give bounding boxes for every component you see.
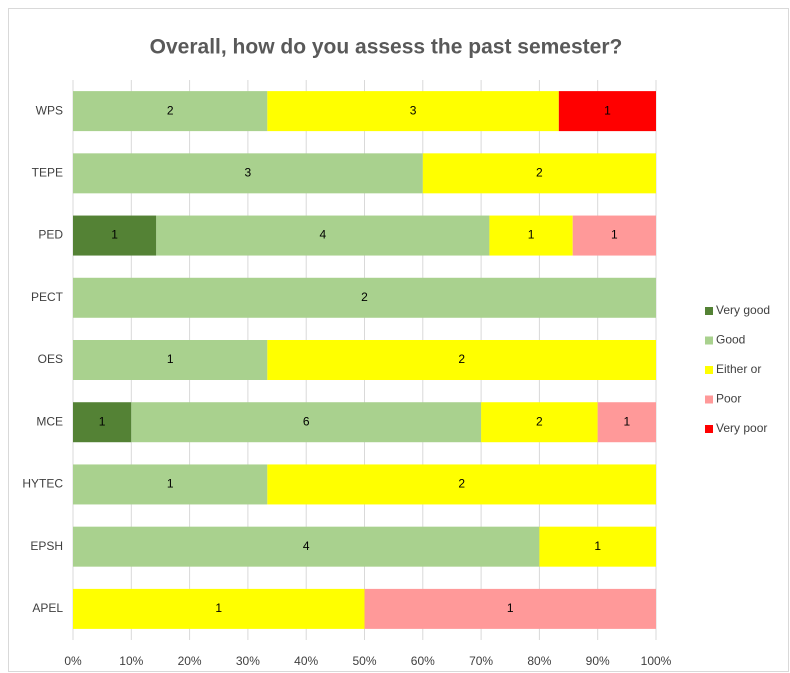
data-label: 2 xyxy=(536,414,543,428)
legend-swatch xyxy=(705,336,713,345)
x-tick-label: 60% xyxy=(411,654,435,668)
bar-segment xyxy=(73,215,157,256)
legend-swatch xyxy=(705,425,713,433)
bar-segment xyxy=(73,153,423,194)
data-label: 3 xyxy=(410,103,417,117)
data-label: 1 xyxy=(167,477,174,491)
y-tick-label: EPSH xyxy=(30,539,63,553)
legend-label: Poor xyxy=(716,392,741,406)
y-tick-label: MCE xyxy=(36,414,63,428)
x-tick-label: 10% xyxy=(119,654,143,668)
data-label: 1 xyxy=(111,228,118,242)
y-tick-label: WPS xyxy=(36,103,63,117)
legend-swatch xyxy=(705,395,713,404)
bar-segment xyxy=(267,91,559,132)
bar-segment xyxy=(597,402,656,443)
bar-segment xyxy=(131,402,482,443)
legend-label: Very poor xyxy=(716,421,767,435)
bar-segment xyxy=(267,340,656,380)
x-tick-label: 80% xyxy=(527,654,551,668)
bar-segment xyxy=(572,215,656,256)
y-tick-label: HYTEC xyxy=(22,477,63,491)
data-label: 6 xyxy=(303,414,310,428)
x-tick-label: 70% xyxy=(469,654,493,668)
bar-segment xyxy=(73,526,540,567)
data-label: 2 xyxy=(167,103,174,117)
data-label: 2 xyxy=(458,352,465,366)
x-tick-label: 40% xyxy=(294,654,318,668)
legend-label: Good xyxy=(716,333,745,347)
data-label: 1 xyxy=(215,601,222,615)
data-label: 1 xyxy=(604,103,611,117)
bar-segment xyxy=(539,526,656,567)
legend-label: Very good xyxy=(716,303,770,317)
bar-segment xyxy=(73,91,268,132)
bar-segment xyxy=(73,340,268,380)
bar-segment xyxy=(489,215,573,256)
x-tick-label: 30% xyxy=(236,654,260,668)
chart-title: Overall, how do you assess the past seme… xyxy=(150,36,623,59)
bar-segment xyxy=(73,464,268,505)
data-label: 1 xyxy=(167,352,174,366)
y-tick-label: PECT xyxy=(31,290,64,304)
bar-segment xyxy=(364,588,656,629)
bar-segment xyxy=(73,277,656,318)
data-label: 4 xyxy=(303,539,310,553)
x-tick-label: 90% xyxy=(586,654,610,668)
x-tick-label: 100% xyxy=(641,654,672,668)
legend-label: Either or xyxy=(716,362,761,376)
y-tick-label: OES xyxy=(38,352,63,366)
data-label: 4 xyxy=(320,228,327,242)
y-tick-label: TEPE xyxy=(32,166,63,180)
bar-segment xyxy=(267,464,656,505)
bar-segment xyxy=(156,215,490,256)
y-tick-label: PED xyxy=(38,228,63,242)
bar-segment xyxy=(73,588,365,629)
data-label: 1 xyxy=(528,228,535,242)
bar-segment xyxy=(73,402,132,443)
bar-segment xyxy=(481,402,598,443)
data-label: 1 xyxy=(624,414,631,428)
data-label: 1 xyxy=(507,601,514,615)
data-label: 1 xyxy=(611,228,618,242)
legend-swatch xyxy=(705,307,713,315)
legend-swatch xyxy=(705,366,713,374)
data-label: 3 xyxy=(245,166,252,180)
bar-segment xyxy=(422,153,656,194)
data-label: 2 xyxy=(458,477,465,491)
data-label: 1 xyxy=(99,414,106,428)
y-tick-label: APEL xyxy=(32,601,63,615)
x-tick-label: 20% xyxy=(178,654,202,668)
data-label: 1 xyxy=(594,539,601,553)
x-tick-label: 0% xyxy=(64,654,82,668)
bar-segment xyxy=(558,91,656,132)
data-label: 2 xyxy=(536,166,543,180)
data-label: 2 xyxy=(361,290,368,304)
x-tick-label: 50% xyxy=(352,654,376,668)
